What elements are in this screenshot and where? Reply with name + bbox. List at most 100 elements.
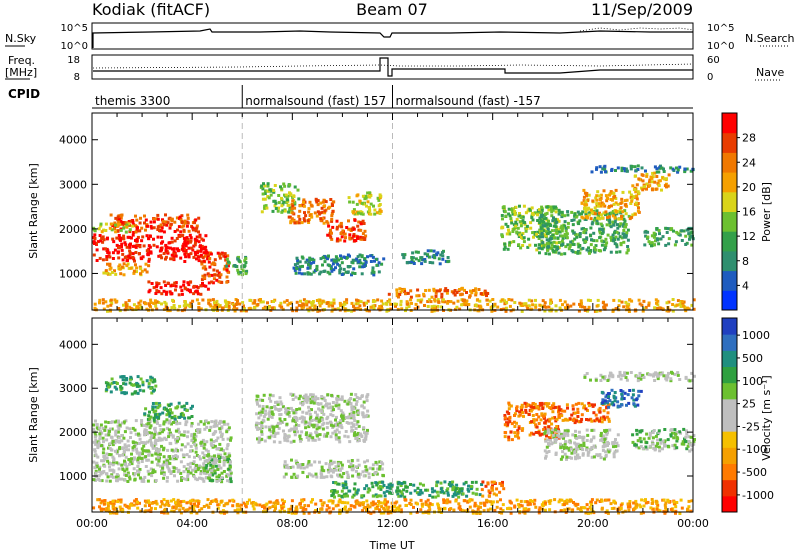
power-cell [517, 243, 521, 247]
power-cell [308, 272, 311, 276]
velocity-cell [269, 430, 273, 434]
velocity-cell [374, 481, 378, 485]
power-cell [226, 264, 230, 268]
power-cell [653, 180, 657, 184]
power-cell [218, 254, 222, 258]
power-cell [155, 307, 159, 311]
power-cell [584, 208, 588, 212]
velocity-cell [219, 453, 223, 457]
velocity-cell [518, 413, 522, 417]
velocity-cell [314, 431, 318, 435]
power-cell [414, 257, 418, 261]
velocity-cell [443, 480, 447, 484]
power-cell [534, 305, 538, 309]
velocity-cell [350, 405, 354, 409]
power-cell [541, 299, 545, 303]
power-cell [128, 249, 132, 253]
power-cell [160, 226, 164, 230]
power-cell [143, 268, 147, 272]
power-cell [186, 216, 190, 220]
power-cell [178, 235, 182, 238]
velocity-cell [120, 439, 124, 443]
velocity-cell [115, 387, 119, 391]
velocity-cell [261, 418, 265, 422]
velocity-cell [255, 421, 259, 425]
velocity-cell [304, 426, 308, 430]
velocity-cell [341, 482, 345, 486]
velocity-cell [196, 430, 200, 434]
velocity-cell [366, 428, 369, 432]
power-cell [602, 248, 606, 252]
velocity-cell [103, 428, 107, 432]
power-cell [136, 305, 139, 309]
velocity-cell [217, 454, 221, 458]
power-cell [106, 309, 109, 313]
velocity-cell [355, 396, 359, 399]
velocity-cell [158, 447, 161, 451]
power-cell [514, 224, 518, 228]
power-cell [286, 303, 290, 307]
velocity-cell [156, 421, 159, 425]
power-cell [571, 229, 575, 233]
power-cell [129, 242, 132, 246]
power-cell [183, 241, 187, 245]
power-cell [540, 209, 544, 212]
velocity-cell [94, 419, 97, 423]
velocity-cell [332, 469, 336, 472]
power-cell [290, 202, 294, 206]
velocity-cell [334, 465, 338, 469]
velocity-cell [149, 424, 153, 428]
power-cell [617, 231, 621, 235]
power-cell [604, 194, 608, 198]
power-cell [280, 305, 284, 309]
velocity-cell [527, 413, 531, 416]
power-cell [507, 298, 511, 301]
velocity-cell [132, 467, 136, 471]
velocity-cell [620, 397, 624, 401]
power-cell [186, 281, 190, 285]
power-cell [548, 222, 552, 226]
power-cell [598, 236, 602, 240]
velocity-cell [97, 441, 101, 445]
power-cell [127, 266, 131, 270]
velocity-cell [298, 394, 302, 398]
velocity-cell [308, 423, 312, 427]
power-cell [119, 213, 123, 217]
power-cell [204, 234, 208, 238]
power-cell [273, 204, 277, 208]
power-cell [309, 261, 313, 265]
velocity-cell [267, 412, 271, 416]
power-cell [197, 235, 201, 239]
velocity-cell [305, 400, 309, 404]
power-cell [595, 309, 599, 313]
power-cell [208, 298, 212, 302]
power-cell [685, 228, 689, 232]
velocity-cell [507, 435, 511, 439]
velocity-cell [602, 444, 606, 448]
power-cell [293, 263, 297, 267]
velocity-cell [135, 383, 139, 387]
power-cell [350, 309, 354, 313]
power-cell [690, 234, 694, 238]
power-cell [458, 307, 462, 311]
velocity-cell [336, 482, 340, 486]
power-cell [630, 199, 634, 203]
power-cell [199, 247, 203, 251]
velocity-cell [271, 394, 275, 398]
power-cell [144, 228, 147, 232]
velocity-cell [480, 483, 484, 486]
power-cell [281, 307, 285, 311]
power-cell [108, 272, 112, 276]
velocity-cell [352, 414, 356, 417]
power-cell [419, 298, 423, 302]
power-cell [319, 257, 323, 261]
velocity-cell [228, 479, 232, 483]
velocity-cell [540, 432, 544, 436]
power-cell [546, 242, 550, 246]
velocity-cell [229, 460, 232, 464]
velocity-cell [198, 428, 202, 432]
velocity-cell [307, 405, 311, 409]
velocity-cell [353, 431, 357, 434]
power-cell [268, 188, 272, 192]
power-cell [671, 167, 675, 171]
